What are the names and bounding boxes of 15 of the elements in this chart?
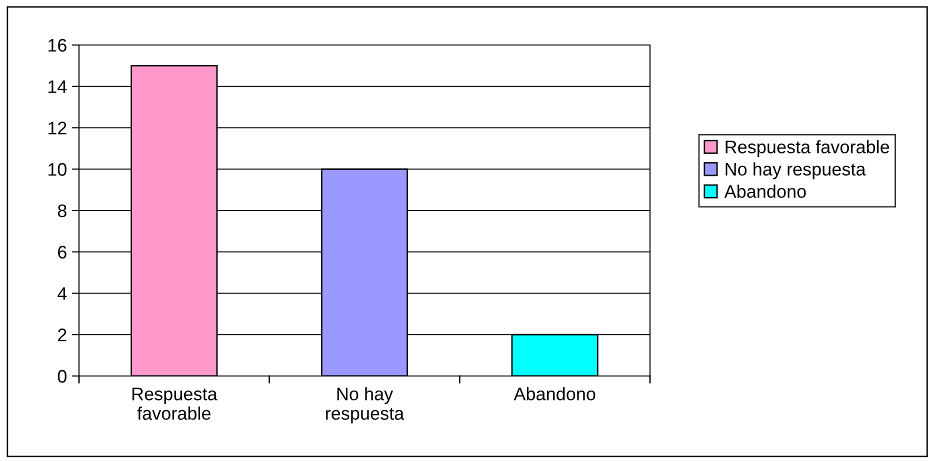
y-tick-label: 6 <box>58 246 66 259</box>
legend-label: No hay respuesta <box>726 162 866 180</box>
legend-label: Abandono <box>724 184 806 198</box>
y-tick-label: 12 <box>48 122 66 134</box>
y-tick-label: 2 <box>58 328 66 342</box>
legend-label: Respuesta favorable <box>726 140 890 157</box>
y-tick-label: 14 <box>48 80 67 93</box>
x-tick-label: Respuesta favorable <box>132 388 218 420</box>
y-tick-label: 10 <box>48 163 66 176</box>
x-tick-label: Abandono <box>514 387 596 400</box>
y-tick-label: 8 <box>58 204 66 218</box>
x-tick-label: No hay respuesta <box>326 387 404 424</box>
y-tick-label: 0 <box>58 370 66 383</box>
y-tick-label: 16 <box>48 38 66 52</box>
y-tick-label: 4 <box>58 287 67 300</box>
